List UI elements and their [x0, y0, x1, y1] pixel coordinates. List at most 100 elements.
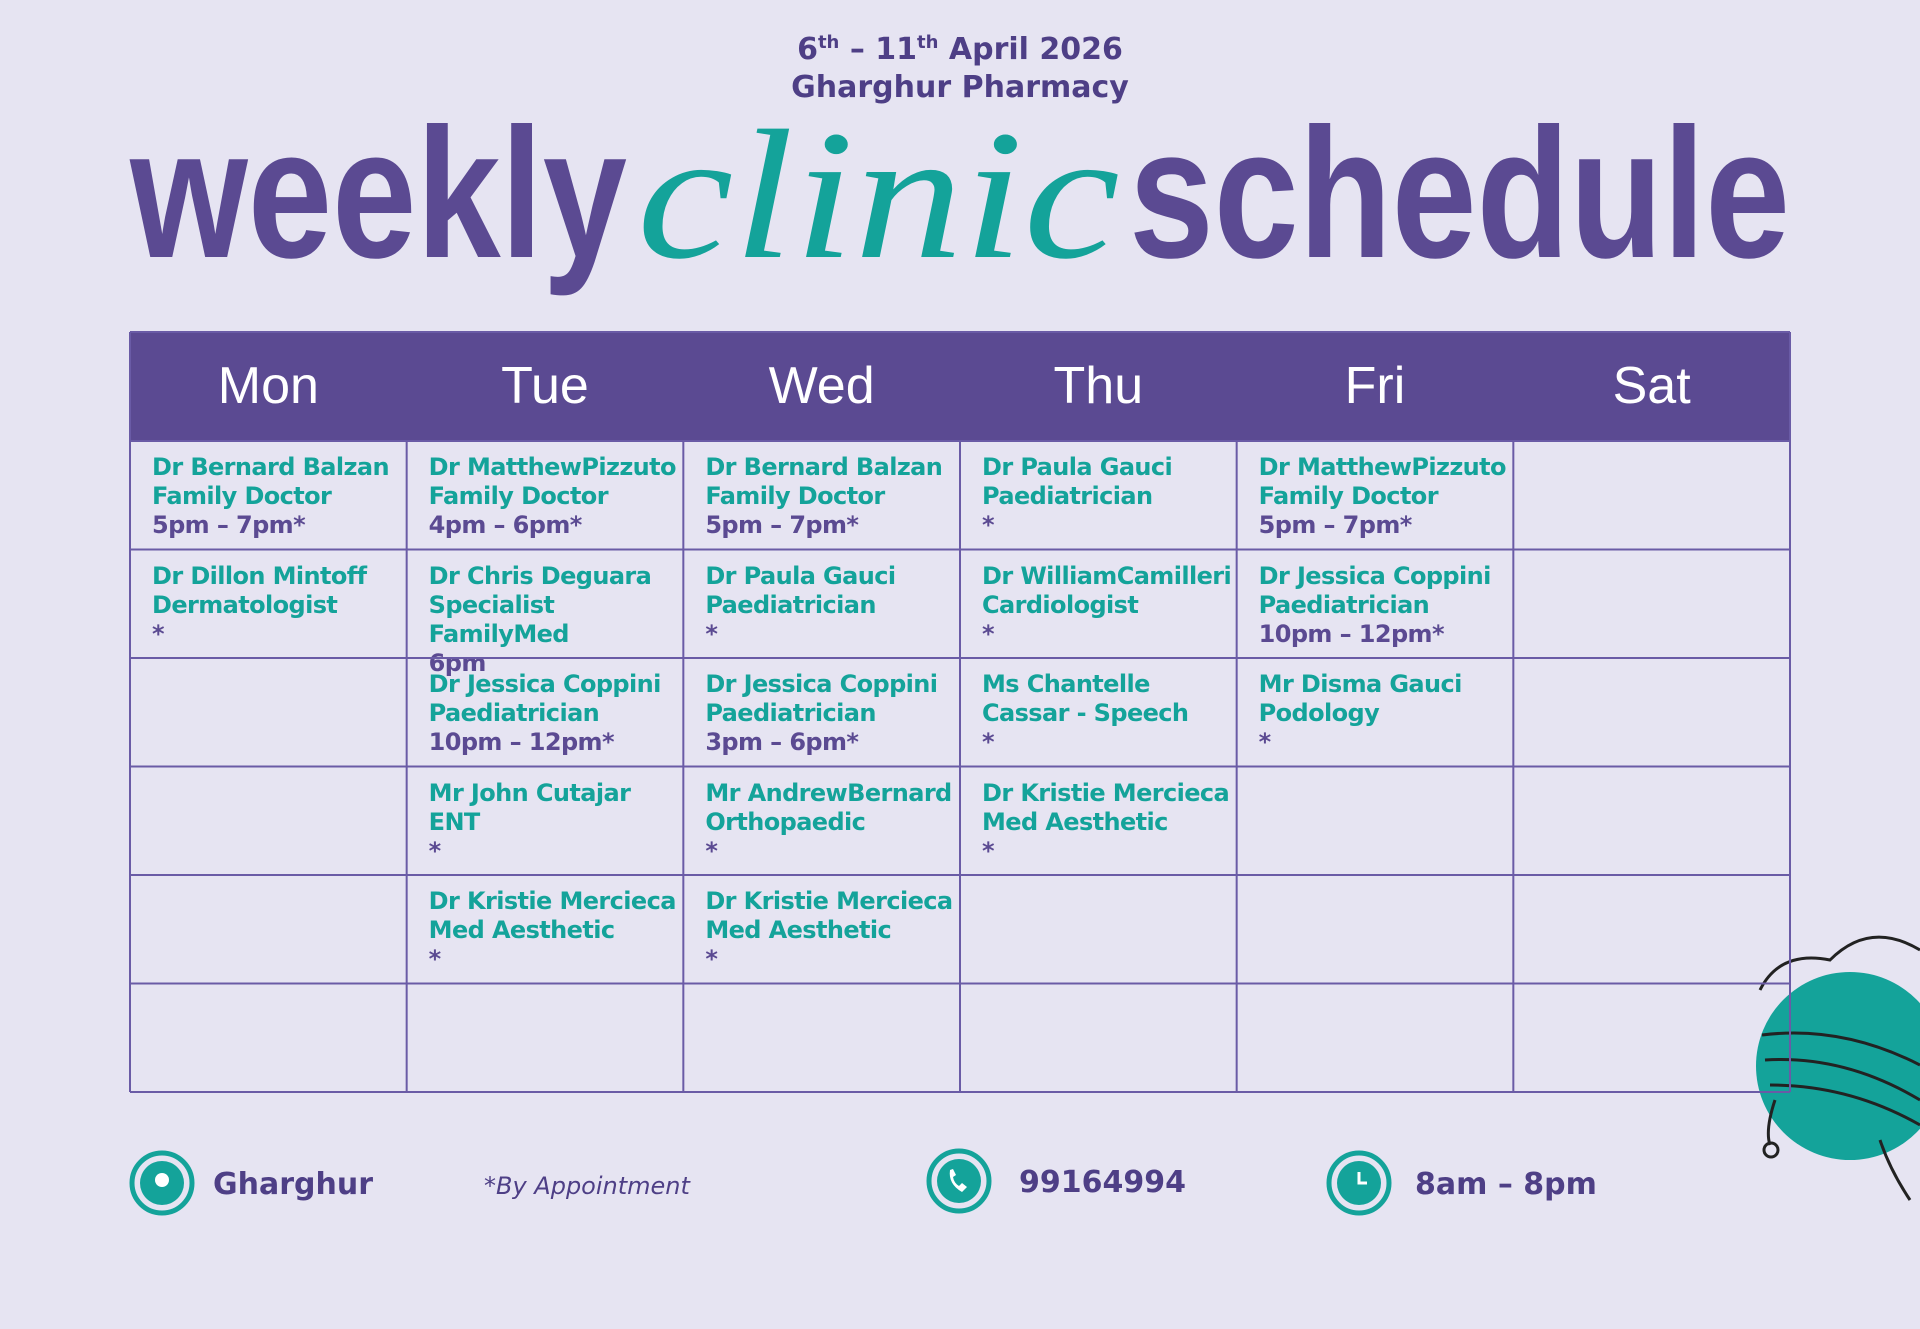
doctor-name: Mr AndrewBernard [705, 778, 952, 807]
doctor-name: Dr Kristie Mercieca [982, 778, 1230, 807]
doctor-role: Paediatrician [428, 699, 600, 727]
doctor-name: Dr WilliamCamilleri [982, 561, 1232, 590]
doctor-role: Dermatologist [152, 590, 338, 619]
doctor-role: Med Aesthetic [982, 807, 1168, 836]
day-header: Mon [217, 357, 319, 415]
time: 5pm – 7pm* [705, 511, 859, 539]
phone: 99164994 [1019, 1165, 1186, 1200]
doctor-name: Mr Disma Gauci [1258, 670, 1463, 698]
appointment: Dr MatthewPizzuto Family Doctor 5pm – 7pm* [1237, 441, 1514, 550]
doctor-name: Dr Jessica Coppini [428, 670, 662, 698]
doctor-role: Cardiologist [982, 590, 1139, 619]
icon-fills [140, 1159, 1381, 1205]
appointment: Mr John Cutajar ENT * [407, 767, 684, 876]
appointment: Dr Paula Gauci Paediatrician * [683, 550, 960, 659]
doctor-name: Dr Kristie Mercieca [428, 887, 677, 915]
doctor-role: Family Doctor [428, 482, 609, 510]
appointment: Dr Kristie Mercieca Med Aesthetic * [407, 875, 684, 984]
time: 5pm – 7pm* [152, 511, 306, 539]
phone-glyph [949, 1169, 967, 1192]
title-schedule: schedule [1129, 91, 1790, 297]
doctor-name: Dr Jessica Coppini [1258, 561, 1492, 590]
doctor-name: Dr Jessica Coppini [705, 670, 938, 698]
time: * [982, 836, 995, 865]
doctor-name: Ms Chantelle [982, 670, 1150, 698]
date-start: 6 [797, 32, 818, 67]
mascot [1756, 935, 1920, 1201]
note: *By Appointment [484, 1172, 690, 1200]
title-clinic: clinic [637, 93, 1120, 298]
appointment: Dr Bernard Balzan Family Doctor 5pm – 7pm* [683, 441, 960, 550]
doctor-role: Paediatrician [1258, 590, 1430, 619]
appointment: Ms Chantelle Cassar - Speech * [960, 658, 1237, 767]
title-weekly: weekly [129, 91, 627, 297]
doctor-name: Dr Bernard Balzan [152, 453, 390, 481]
doctor-name: Dr Paula Gauci [705, 561, 896, 590]
date-sup: th [917, 32, 939, 53]
day-header: Wed [768, 357, 875, 415]
doctor-role: Orthopaedic [705, 807, 866, 836]
date-sup: th [817, 32, 840, 53]
header-band [130, 332, 1790, 441]
appointment: Dr Paula Gauci Paediatrician * [960, 441, 1237, 550]
appointment: Mr Disma Gauci Podology * [1237, 658, 1514, 767]
day-header: Thu [1053, 357, 1144, 415]
doctor-role: Paediatrician [705, 699, 876, 727]
doctor-role: Family Doctor [152, 482, 332, 510]
time: * [428, 945, 442, 973]
appointment: Dr Dillon Mintoff Dermatologist * [130, 550, 407, 659]
time: * [428, 836, 442, 865]
doctor-name: Dr Kristie Mercieca [705, 887, 953, 915]
appointment: Dr Kristie Mercieca Med Aesthetic * [683, 875, 960, 984]
appointment: Dr Jessica Coppini Paediatrician 10pm – 12… [407, 658, 684, 767]
day-header: Tue [501, 357, 589, 415]
doctor-role: Podology [1258, 699, 1380, 727]
doctor-name: Dr MatthewPizzuto [428, 453, 677, 481]
doctor-role: Paediatrician [705, 590, 876, 619]
doctor-role: Med Aesthetic [428, 916, 615, 944]
icons [129, 1148, 1392, 1216]
time: 6pm [428, 648, 487, 677]
doctor-role: Specialist FamilyMed [428, 590, 570, 648]
doctor-name: Dr Bernard Balzan [705, 453, 943, 481]
doctor-name: Dr Chris Deguara [428, 561, 652, 590]
time: * [982, 619, 995, 648]
date-end: 11 [875, 32, 918, 67]
appointment: Dr WilliamCamilleri Cardiologist * [960, 550, 1237, 659]
doctor-name: Dr Paula Gauci [982, 453, 1173, 481]
doctor-name: Dr MatthewPizzuto [1258, 453, 1507, 481]
doctor-role: Cassar - Speech [982, 699, 1189, 727]
subtitle: Gharghur Pharmacy [791, 70, 1129, 105]
time: * [152, 619, 165, 648]
hours: 8am – 8pm [1415, 1167, 1597, 1202]
date-dash: – [849, 32, 865, 67]
time: * [1258, 728, 1272, 756]
doctor-role: Family Doctor [705, 482, 885, 510]
date-month: April 2026 [948, 32, 1123, 67]
appointment: Dr Chris Deguara Specialist FamilyMed 6pm [407, 550, 684, 677]
day-header: Fri [1344, 357, 1406, 415]
time: 10pm – 12pm* [428, 728, 615, 756]
clock-hands [1357, 1172, 1367, 1185]
time: * [982, 511, 995, 539]
doctor-role: Med Aesthetic [705, 916, 892, 944]
doctor-role: Family Doctor [1258, 482, 1439, 510]
doctor-name: Dr Dillon Mintoff [152, 561, 367, 590]
doctor-name: Mr John Cutajar [428, 778, 631, 807]
doctor-role: Paediatrician [982, 482, 1153, 510]
appointment: Dr Jessica Coppini Paediatrician 10pm – 12… [1237, 550, 1514, 659]
time: 5pm – 7pm* [1258, 511, 1413, 539]
time: * [982, 728, 995, 756]
time: * [705, 945, 718, 973]
location: Gharghur [213, 1167, 374, 1202]
pin-dot [155, 1173, 169, 1187]
time: * [705, 836, 718, 865]
doctor-role: ENT [428, 807, 481, 836]
appointment: Mr AndrewBernard Orthopaedic * [683, 767, 960, 876]
appointment: Dr MatthewPizzuto Family Doctor 4pm – 6pm* [407, 441, 684, 550]
date-line: 6th – 11th April 2026 [0, 32, 1920, 67]
time: 3pm – 6pm* [705, 728, 859, 756]
